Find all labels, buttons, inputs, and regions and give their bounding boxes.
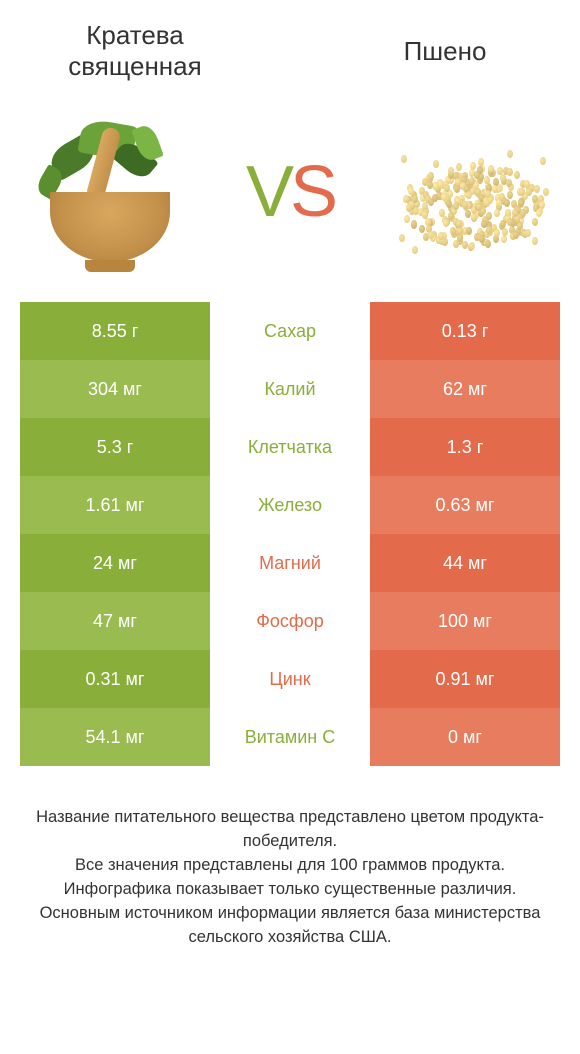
nutrient-label: Фосфор [210, 592, 370, 650]
nutrient-label: Цинк [210, 650, 370, 708]
nutrient-label: Сахар [210, 302, 370, 360]
right-value: 1.3 г [370, 418, 560, 476]
vs-label: VS [246, 151, 334, 233]
table-row: 304 мгКалий62 мг [20, 360, 560, 418]
left-value: 47 мг [20, 592, 210, 650]
header: Кратева священная Пшено [20, 20, 560, 82]
right-value: 100 мг [370, 592, 560, 650]
nutrient-label: Калий [210, 360, 370, 418]
vs-v: V [246, 152, 290, 232]
footer-line: Название питательного вещества представл… [36, 808, 544, 850]
right-product-title: Пшено [340, 36, 550, 67]
right-product-image [380, 102, 560, 282]
nutrient-label: Клетчатка [210, 418, 370, 476]
footer-note: Название питательного вещества представл… [20, 806, 560, 950]
images-row: VS [20, 102, 560, 282]
right-value: 44 мг [370, 534, 560, 592]
table-row: 5.3 гКлетчатка1.3 г [20, 418, 560, 476]
right-value: 0.63 мг [370, 476, 560, 534]
table-row: 0.31 мгЦинк0.91 мг [20, 650, 560, 708]
left-product-image [20, 102, 200, 282]
footer-line: Инфографика показывает только существенн… [64, 880, 517, 898]
footer-line: Основным источником информации является … [40, 904, 541, 946]
left-value: 24 мг [20, 534, 210, 592]
table-row: 8.55 гСахар0.13 г [20, 302, 560, 360]
nutrient-label: Витамин C [210, 708, 370, 766]
right-value: 0.13 г [370, 302, 560, 360]
left-value: 5.3 г [20, 418, 210, 476]
left-product-title: Кратева священная [30, 20, 240, 82]
left-value: 8.55 г [20, 302, 210, 360]
table-row: 1.61 мгЖелезо0.63 мг [20, 476, 560, 534]
footer-line: Все значения представлены для 100 граммо… [75, 856, 505, 874]
right-value: 0.91 мг [370, 650, 560, 708]
left-value: 304 мг [20, 360, 210, 418]
left-value: 1.61 мг [20, 476, 210, 534]
nutrient-label: Магний [210, 534, 370, 592]
nutrient-label: Железо [210, 476, 370, 534]
right-value: 0 мг [370, 708, 560, 766]
comparison-table: 8.55 гСахар0.13 г304 мгКалий62 мг5.3 гКл… [20, 302, 560, 766]
table-row: 47 мгФосфор100 мг [20, 592, 560, 650]
table-row: 24 мгМагний44 мг [20, 534, 560, 592]
right-value: 62 мг [370, 360, 560, 418]
left-value: 54.1 мг [20, 708, 210, 766]
left-value: 0.31 мг [20, 650, 210, 708]
table-row: 54.1 мгВитамин C0 мг [20, 708, 560, 766]
vs-s: S [290, 152, 334, 232]
